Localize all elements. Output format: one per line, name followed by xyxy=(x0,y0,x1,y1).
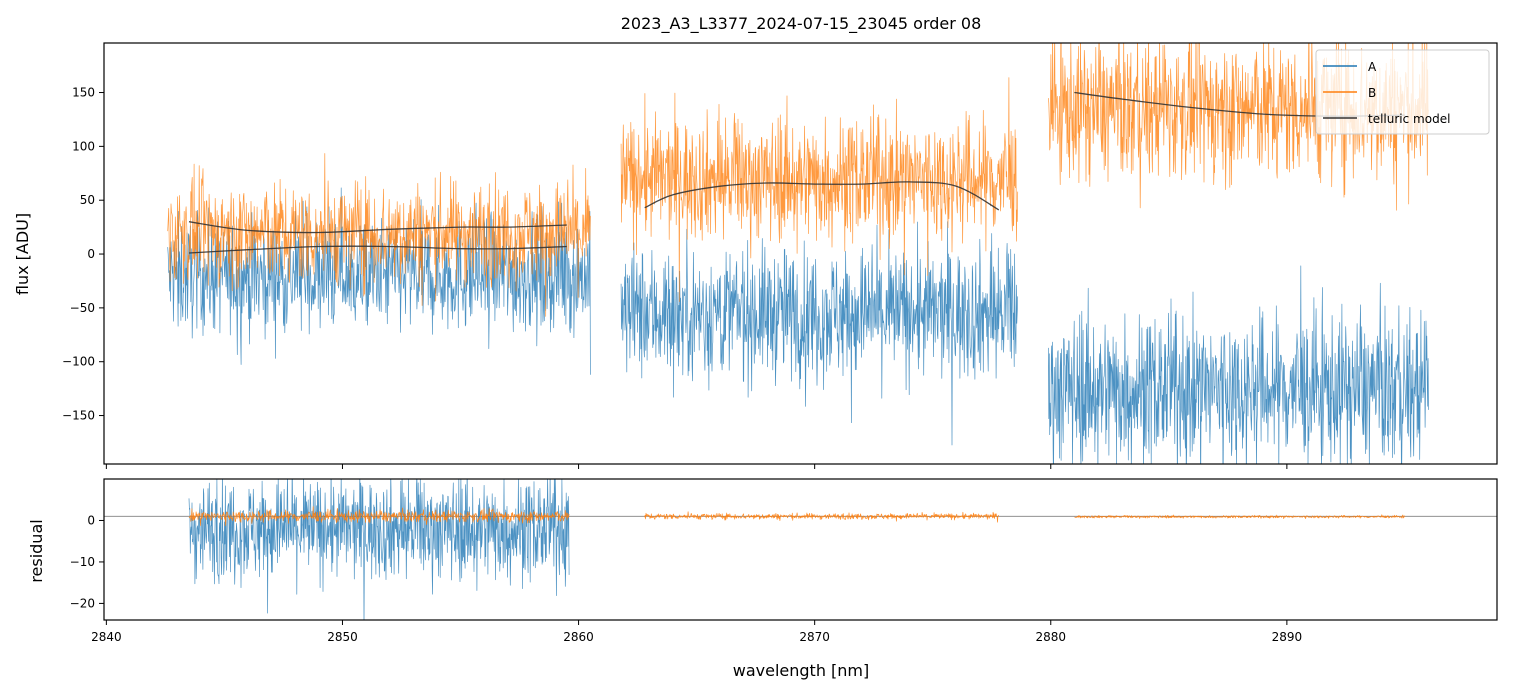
residual-x-tick-label: 2870 xyxy=(799,630,830,644)
residual-x-tick-label: 2880 xyxy=(1035,630,1066,644)
residual-y-tick-label: −20 xyxy=(70,596,95,610)
flux-y-tick-label: 100 xyxy=(72,139,95,153)
legend: A B telluric model xyxy=(1315,49,1490,135)
residual-a-segment-1 xyxy=(188,479,570,620)
flux-y-tick-label: −150 xyxy=(62,409,95,423)
flux-y-tick-label: 50 xyxy=(80,193,95,207)
residual-y-tick-label: 0 xyxy=(87,513,95,527)
residual-y-label: residual xyxy=(27,519,46,582)
flux-y-tick-label: −50 xyxy=(70,301,95,315)
series-a-segment-1 xyxy=(167,187,591,375)
flux-panel: −150 −100 −50 0 50 100 150 flux [ADU] A B tell… xyxy=(13,42,1498,469)
residual-plot-area xyxy=(104,479,1497,620)
flux-y-tick-label: −100 xyxy=(62,355,95,369)
legend-label-a: A xyxy=(1368,60,1377,74)
flux-y-tick-label: 150 xyxy=(72,86,95,100)
flux-y-label: flux [ADU] xyxy=(13,213,32,295)
residual-y-ticks: −20 −10 0 xyxy=(70,513,104,610)
residual-panel-frame xyxy=(103,478,1498,621)
residual-y-tick-label: −10 xyxy=(70,555,95,569)
legend-label-b: B xyxy=(1368,86,1376,100)
series-a-segment-2 xyxy=(620,221,1019,446)
x-axis-label: wavelength [nm] xyxy=(733,661,870,680)
residual-panel: −20 −10 0 2840 2850 2860 2870 2880 2890 residua… xyxy=(27,478,1498,680)
legend-label-model: telluric model xyxy=(1368,112,1450,126)
residual-x-tick-label: 2860 xyxy=(563,630,594,644)
flux-y-tick-label: 0 xyxy=(87,247,95,261)
series-b-segment-1 xyxy=(167,153,591,317)
series-b-segment-2 xyxy=(620,77,1019,302)
telluric-model-line-2 xyxy=(188,245,567,254)
legend-frame xyxy=(1315,49,1490,135)
telluric-model-line-3 xyxy=(644,181,1000,211)
chart-title: 2023_A3_L3377_2024-07-15_23045 order 08 xyxy=(621,14,982,34)
residual-b-segment-2 xyxy=(644,511,1000,523)
flux-x-ticks xyxy=(105,464,1288,469)
flux-plot-area xyxy=(167,43,1429,464)
residual-x-tick-label: 2850 xyxy=(327,630,358,644)
telluric-model-line-1 xyxy=(188,221,567,234)
residual-x-ticks: 2840 2850 2860 2870 2880 2890 xyxy=(91,620,1302,644)
residual-b-segment-3 xyxy=(1074,514,1406,520)
residual-b-segment-1 xyxy=(188,506,570,526)
residual-x-tick-label: 2890 xyxy=(1272,630,1303,644)
flux-panel-frame xyxy=(103,42,1498,465)
series-a-segment-3 xyxy=(1048,265,1429,464)
residual-x-tick-label: 2840 xyxy=(91,630,122,644)
flux-y-ticks: −150 −100 −50 0 50 100 150 xyxy=(62,86,104,423)
